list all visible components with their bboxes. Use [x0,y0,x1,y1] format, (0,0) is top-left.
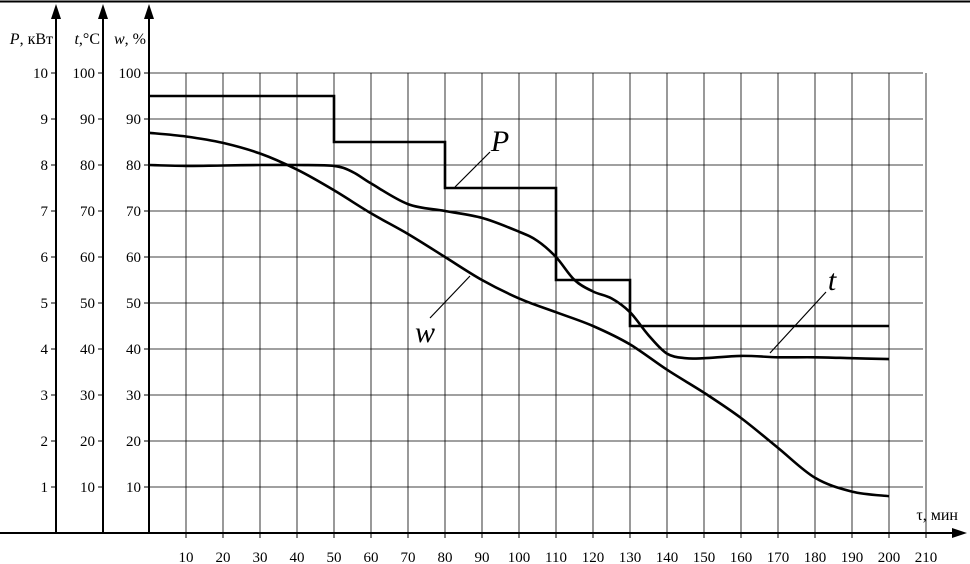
x-tick-label: 20 [216,550,231,564]
y-tick-label-t: 50 [80,296,95,312]
y-tick-label-P: 7 [41,204,49,220]
y-tick-label-t: 100 [73,66,96,82]
y-tick-label-P: 9 [41,112,49,128]
annotation-leader-P [454,151,491,188]
y-tick-label-t: 20 [80,434,95,450]
x-tick-label: 120 [582,550,605,564]
annotation-label-P: P [490,125,509,158]
x-tick-label: 190 [841,550,864,564]
y-tick-label-w: 30 [126,388,141,404]
x-tick-label: 70 [401,550,416,564]
y-tick-label-P: 2 [41,434,49,450]
y-tick-label-P: 5 [41,296,49,312]
x-tick-label: 30 [253,550,268,564]
y-tick-label-w: 80 [126,158,141,174]
annotations: Pt w [415,125,837,354]
y-axis-title-P: P, кВт [9,31,53,48]
x-tick-label: 90 [475,550,490,564]
y-tick-label-t: 30 [80,388,95,404]
y-tick-label-w: 10 [126,480,141,496]
x-tick-label: 60 [364,550,379,564]
y-tick-label-P: 10 [33,66,48,82]
x-tick-label: 180 [804,550,827,564]
x-tick-label: 210 [915,550,938,564]
annotation-label-t: t [828,264,837,297]
x-tick-label: 160 [730,550,753,564]
x-axis-arrow [952,528,967,538]
y-tick-label-t: 90 [80,112,95,128]
y-axis-title-t: t,°С [74,31,100,48]
y-axis-arrow-t [98,4,108,19]
grid [149,72,927,533]
y-tick-label-t: 10 [80,480,95,496]
annotation-label-w: w [415,316,435,349]
tick-labels: 1 2 3 4 5 6 7 8 9 10 10 20 30 40 50 60 70 80 90 100 10 20 30 40… [33,66,937,564]
y-tick-label-P: 8 [41,158,49,174]
y-tick-label-t: 80 [80,158,95,174]
x-tick-label: 170 [767,550,790,564]
y-tick-label-w: 70 [126,204,141,220]
annotation-leader-t [769,291,827,354]
x-axis-title: τ, мин [916,507,958,524]
y-tick-label-w: 50 [126,296,141,312]
axes [0,4,967,538]
y-tick-label-P: 1 [41,480,49,496]
y-tick-label-P: 6 [41,250,49,266]
y-tick-label-P: 4 [41,342,49,358]
y-tick-label-t: 40 [80,342,95,358]
series-line-P [149,94,889,328]
x-tick-label: 80 [438,550,453,564]
axis-titles: P, кВт t,°С w, % τ, мин [9,31,959,524]
series-lines [148,94,890,498]
y-tick-label-w: 100 [119,66,142,82]
y-tick-label-t: 70 [80,204,95,220]
series-line-w [148,131,890,498]
x-tick-label: 200 [878,550,901,564]
y-tick-label-t: 60 [80,250,95,266]
x-tick-label: 110 [545,550,567,564]
y-tick-label-w: 90 [126,112,141,128]
x-tick-label: 100 [508,550,531,564]
y-tick-label-w: 60 [126,250,141,266]
series-line-t [148,163,890,361]
x-tick-label: 10 [179,550,194,564]
y-axis-arrow-P [51,4,61,19]
x-tick-label: 130 [619,550,642,564]
x-tick-label: 150 [693,550,716,564]
x-tick-label: 40 [290,550,305,564]
x-tick-label: 140 [656,550,679,564]
x-tick-label: 50 [327,550,342,564]
annotation-leader-w [429,275,471,319]
y-axis-arrow-w [144,4,154,19]
y-tick-label-w: 20 [126,434,141,450]
y-tick-label-P: 3 [41,388,49,404]
y-tick-label-w: 40 [126,342,141,358]
y-axis-title-w: w, % [114,31,146,48]
